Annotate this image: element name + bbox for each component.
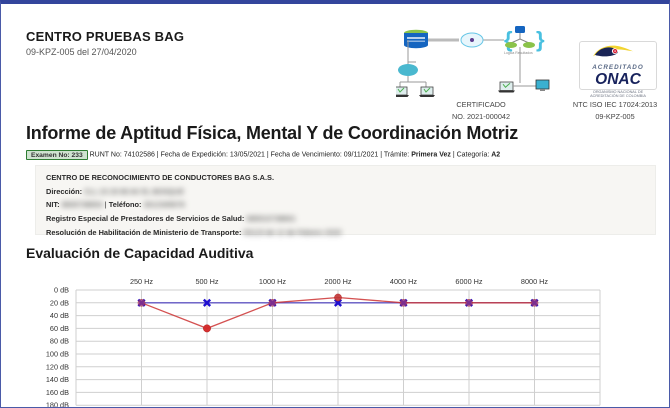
svg-text:20 dB: 20 dB	[50, 298, 69, 307]
svg-text:8000 Hz: 8000 Hz	[521, 277, 549, 286]
svg-text:}: }	[536, 27, 545, 52]
svg-text:6000 Hz: 6000 Hz	[455, 277, 483, 286]
svg-text:60 dB: 60 dB	[50, 324, 69, 333]
svg-text:{: {	[504, 27, 513, 52]
svg-text:2000 Hz: 2000 Hz	[324, 277, 352, 286]
svg-text:1000 Hz: 1000 Hz	[259, 277, 287, 286]
svg-text:Logica Resultados: Logica Resultados	[504, 51, 533, 55]
svg-text:40 dB: 40 dB	[50, 311, 69, 320]
svg-text:120 dB: 120 dB	[46, 362, 69, 371]
svg-text:500 Hz: 500 Hz	[195, 277, 218, 286]
svg-text:160 dB: 160 dB	[46, 388, 69, 397]
svg-text:100 dB: 100 dB	[46, 350, 69, 359]
svg-text:250 Hz: 250 Hz	[130, 277, 153, 286]
svg-text:80 dB: 80 dB	[50, 337, 69, 346]
svg-text:180 dB: 180 dB	[46, 401, 69, 408]
svg-text:4000 Hz: 4000 Hz	[390, 277, 418, 286]
svg-text:140 dB: 140 dB	[46, 375, 69, 384]
svg-text:0 dB: 0 dB	[54, 286, 69, 295]
